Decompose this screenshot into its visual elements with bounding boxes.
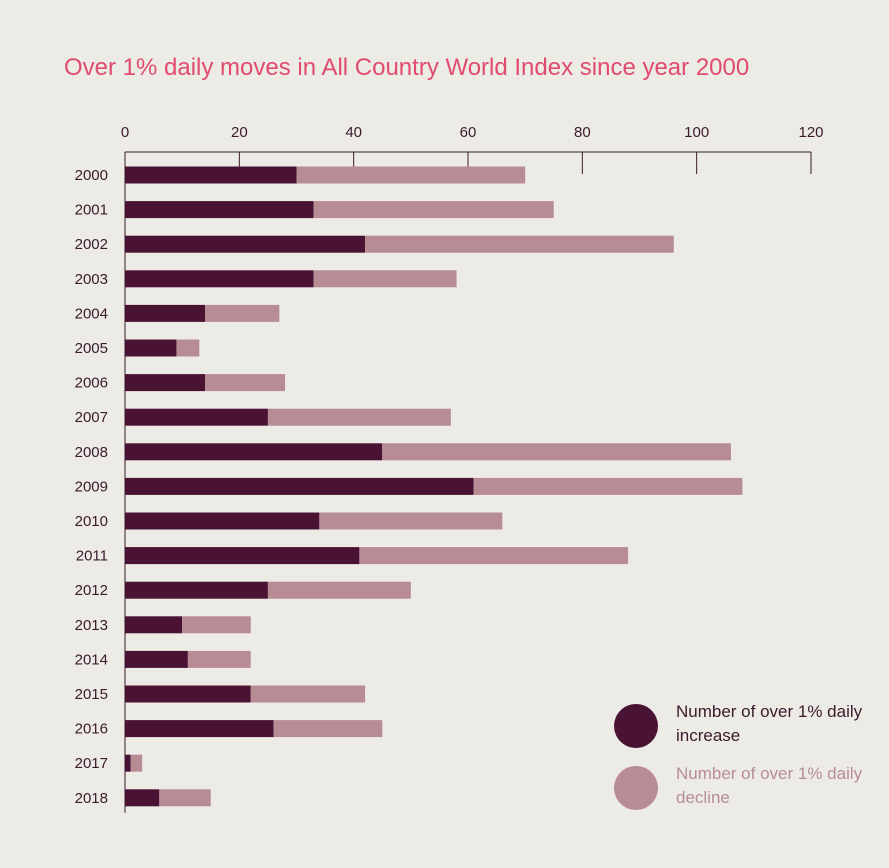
category-label: 2018 <box>75 790 108 807</box>
bar-decline <box>365 235 674 253</box>
category-label: 2008 <box>75 444 108 461</box>
category-label: 2002 <box>75 236 108 253</box>
x-tick-label: 20 <box>231 124 248 141</box>
bar-decline <box>267 581 411 599</box>
bar-increase <box>125 581 268 599</box>
bar-increase <box>125 650 188 668</box>
category-label: 2017 <box>75 755 108 772</box>
chart-title: Over 1% daily moves in All Country World… <box>64 54 750 81</box>
bar-decline <box>359 547 629 565</box>
x-tick-label: 60 <box>460 124 477 141</box>
category-label: 2011 <box>76 548 108 565</box>
x-tick-label: 100 <box>684 124 709 141</box>
x-tick-label: 40 <box>345 124 362 141</box>
category-label: 2013 <box>75 617 108 634</box>
bar-decline <box>176 339 200 357</box>
bar-decline <box>267 408 451 426</box>
legend: Number of over 1% daily increase Number … <box>614 700 874 824</box>
bar-increase <box>125 685 251 703</box>
category-label: 2012 <box>75 582 108 599</box>
legend-item-increase: Number of over 1% daily increase <box>614 700 874 762</box>
bar-increase <box>125 408 268 426</box>
category-label: 2016 <box>75 721 108 738</box>
category-label: 2004 <box>75 305 108 322</box>
category-label: 2009 <box>75 478 108 495</box>
bar-increase <box>125 512 320 530</box>
bar-decline <box>187 650 251 668</box>
legend-swatch-decline <box>614 766 658 810</box>
category-label: 2006 <box>75 375 108 392</box>
bar-decline <box>205 374 286 392</box>
bar-decline <box>130 754 143 772</box>
bar-decline <box>273 720 383 738</box>
category-label: 2003 <box>75 271 108 288</box>
bar-increase <box>125 304 206 322</box>
legend-swatch-increase <box>614 704 658 748</box>
bar-increase <box>125 616 183 634</box>
bar-decline <box>382 443 731 461</box>
bar-increase <box>125 443 383 461</box>
bar-decline <box>473 477 743 495</box>
bar-increase <box>125 754 131 772</box>
x-tick-label: 80 <box>574 124 591 141</box>
legend-label-decline: Number of over 1% daily decline <box>676 764 863 807</box>
bar-decline <box>313 270 457 288</box>
bar-increase <box>125 339 177 357</box>
bar-decline <box>250 685 366 703</box>
legend-label-increase: Number of over 1% daily increase <box>676 702 863 745</box>
bar-increase <box>125 270 314 288</box>
bar-decline <box>159 789 211 807</box>
x-tick-label: 0 <box>121 124 129 141</box>
bar-increase <box>125 547 360 565</box>
bar-increase <box>125 201 314 219</box>
category-label: 2010 <box>75 513 108 530</box>
bar-increase <box>125 166 297 184</box>
bar-decline <box>313 201 554 219</box>
category-label: 2005 <box>75 340 108 357</box>
bar-decline <box>319 512 503 530</box>
legend-item-decline: Number of over 1% daily decline <box>614 762 874 824</box>
bar-increase <box>125 477 474 495</box>
bar-increase <box>125 374 206 392</box>
bar-decline <box>205 304 280 322</box>
category-label: 2007 <box>75 409 108 426</box>
bar-decline <box>296 166 526 184</box>
bar-increase <box>125 789 160 807</box>
x-tick-label: 120 <box>798 124 823 141</box>
category-label: 2000 <box>75 167 108 184</box>
category-label: 2015 <box>75 686 108 703</box>
category-label: 2001 <box>75 202 108 219</box>
bar-increase <box>125 720 274 738</box>
bar-increase <box>125 235 366 253</box>
category-label: 2014 <box>75 651 108 668</box>
bar-decline <box>182 616 251 634</box>
